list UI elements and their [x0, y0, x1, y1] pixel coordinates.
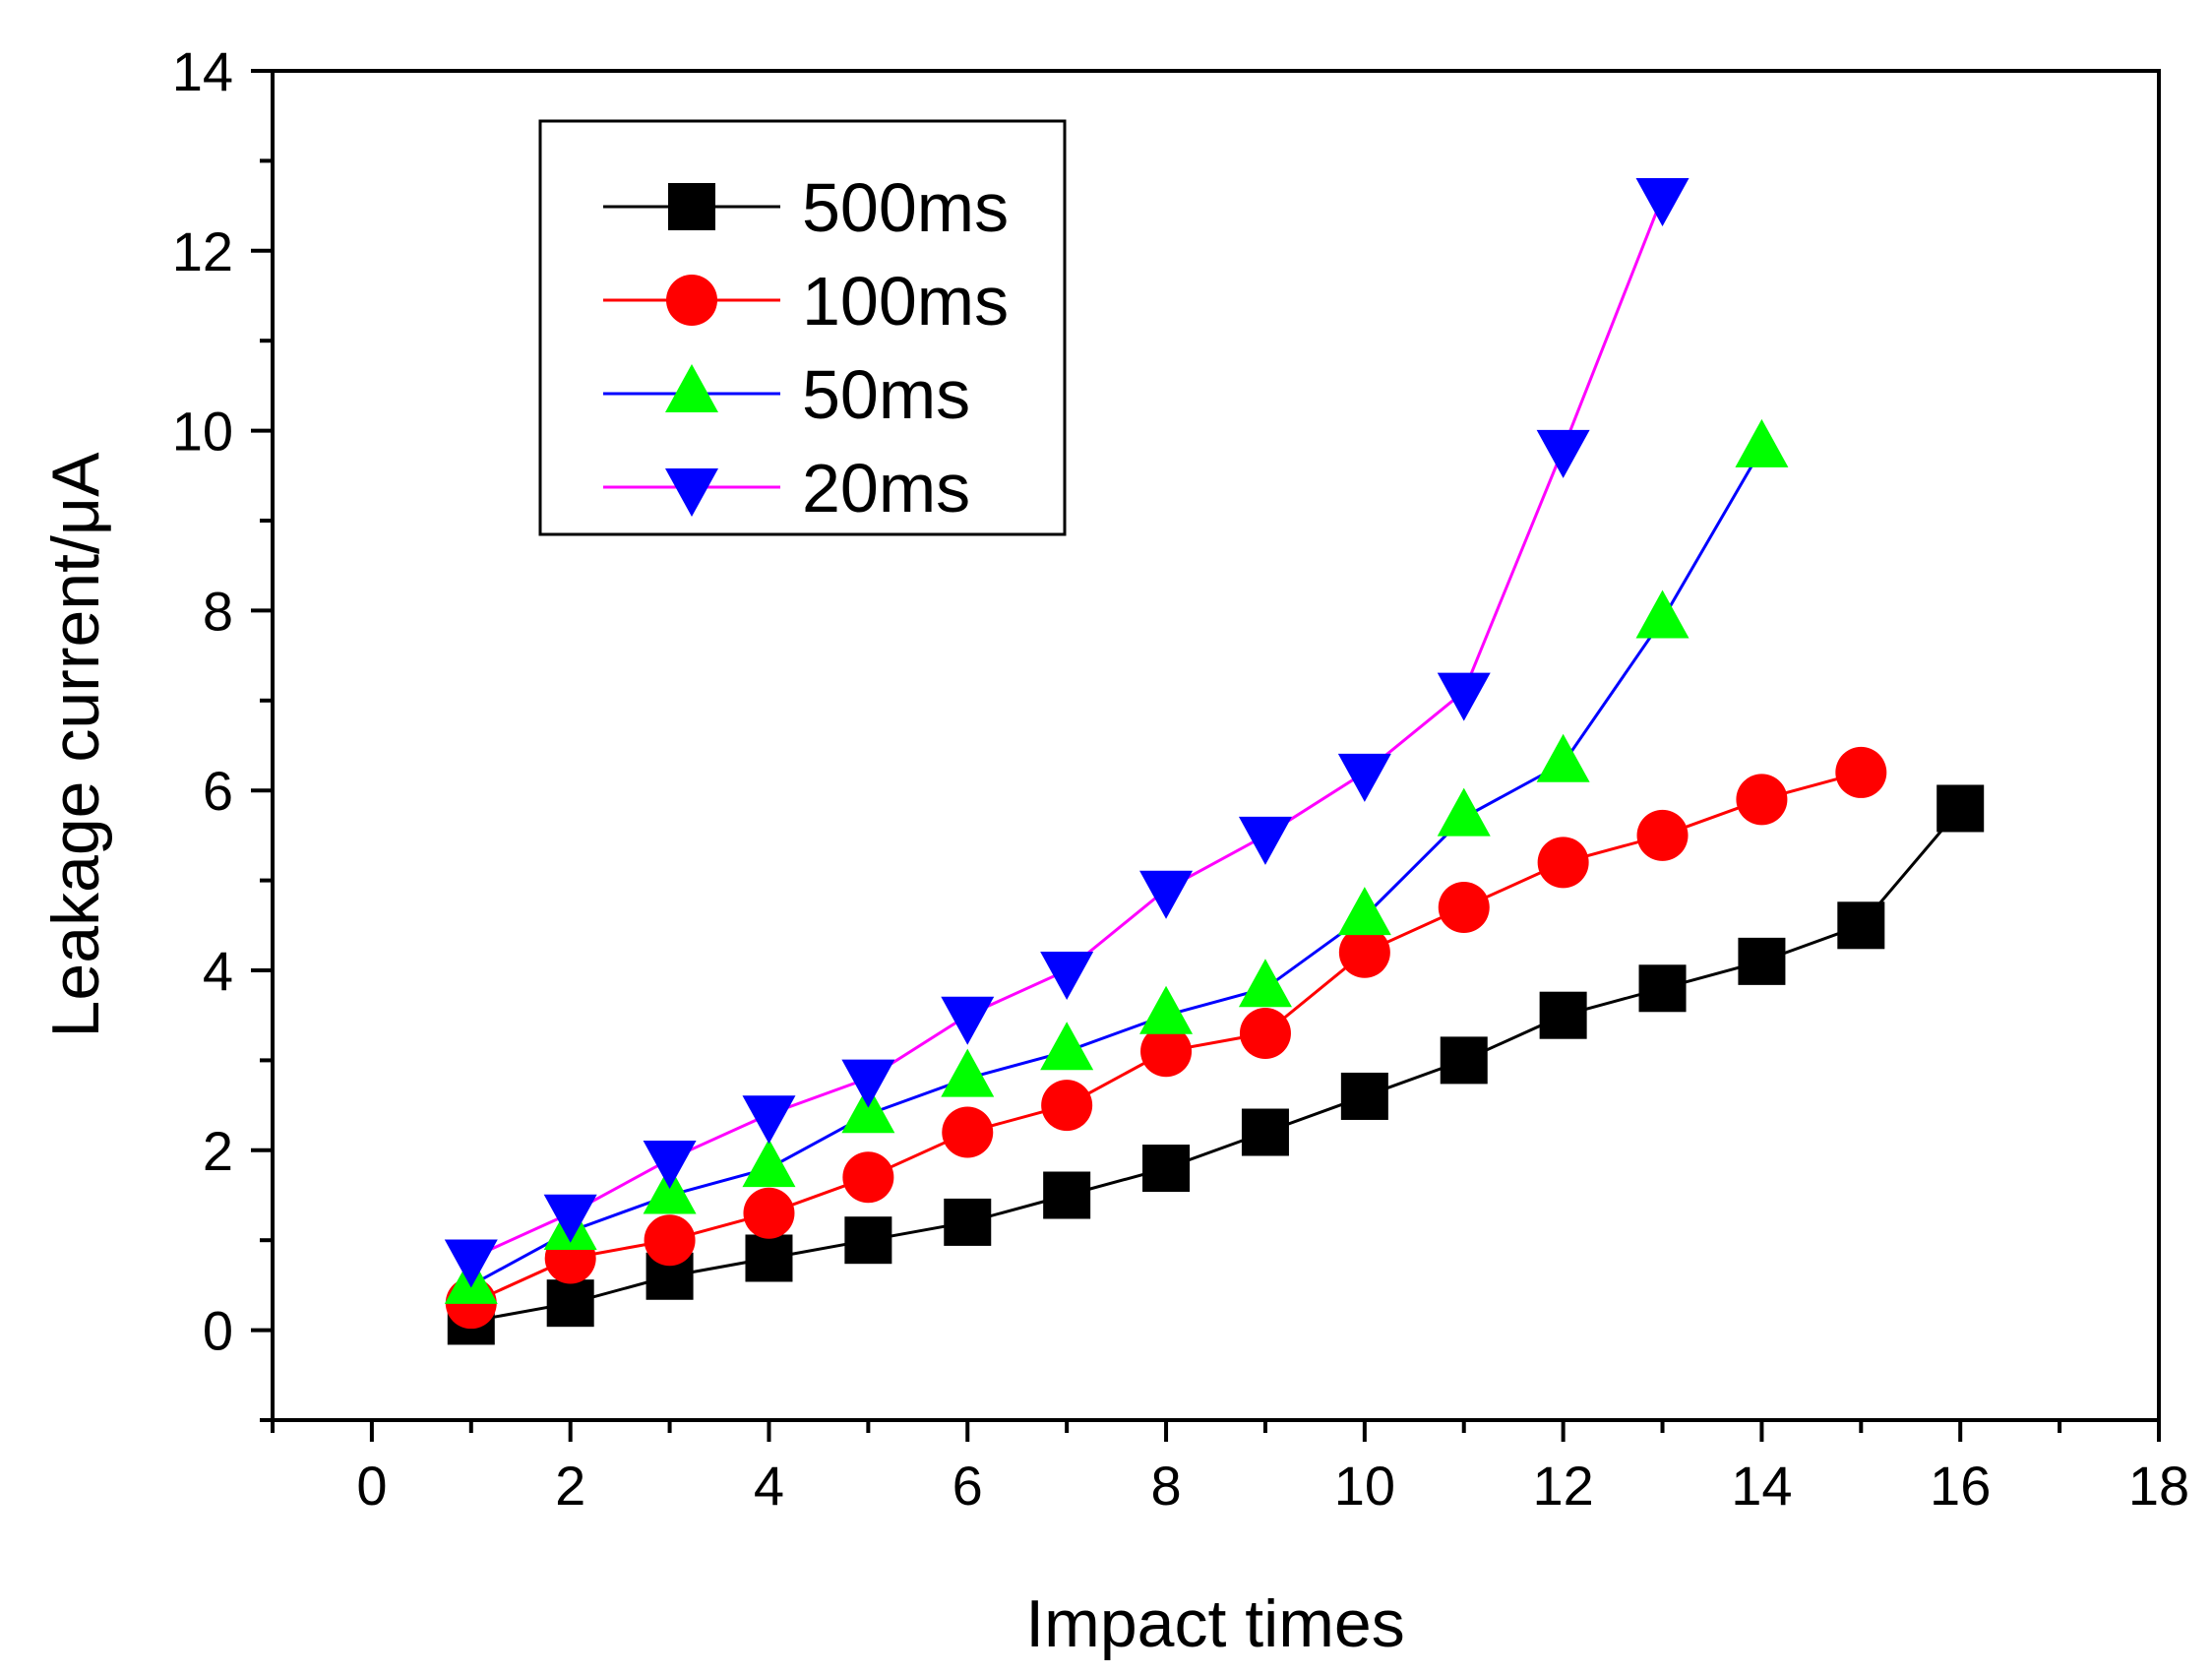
data-point-20ms: [1437, 672, 1491, 721]
data-point-20ms: [1139, 870, 1194, 919]
data-point-20ms: [444, 1239, 498, 1288]
legend-marker: [668, 183, 715, 230]
data-point-50ms: [1437, 787, 1491, 837]
y-tick-label: 10: [172, 401, 233, 463]
data-point-500ms: [844, 1216, 892, 1265]
data-point-100ms: [1438, 882, 1490, 934]
data-point-500ms: [745, 1234, 793, 1282]
x-axis-label: Impact times: [1025, 1586, 1404, 1661]
data-point-100ms: [1338, 926, 1390, 978]
data-point-100ms: [1239, 1007, 1291, 1059]
x-axis: 0 2 4 6 8 10 12 14 16 18: [271, 1420, 2189, 1517]
legend-entry-20ms: 20ms: [603, 450, 970, 527]
legend-entry-50ms: 50ms: [603, 356, 970, 433]
x-tick-label: 6: [952, 1455, 983, 1517]
data-point-100ms: [842, 1151, 894, 1204]
y-tick-label: 0: [203, 1300, 233, 1362]
y-tick-label: 12: [172, 220, 233, 282]
data-point-20ms: [742, 1095, 796, 1145]
data-point-100ms: [1736, 774, 1788, 826]
data-point-20ms: [543, 1194, 597, 1243]
data-point-50ms: [742, 1139, 796, 1188]
data-point-500ms: [1936, 784, 1985, 833]
legend-label: 500ms: [802, 169, 1009, 246]
data-point-500ms: [1241, 1108, 1289, 1156]
legend-label: 100ms: [802, 263, 1009, 340]
y-tick-label: 6: [203, 760, 233, 822]
data-point-50ms: [1040, 1022, 1094, 1071]
y-tick-label: 4: [203, 940, 233, 1002]
legend-box: [538, 119, 1067, 536]
data-point-20ms: [1536, 429, 1590, 478]
data-point-20ms: [941, 996, 995, 1045]
data-point-20ms: [1337, 753, 1391, 802]
data-point-100ms: [1041, 1080, 1093, 1132]
data-point-50ms: [1536, 733, 1590, 782]
series-layer: [444, 177, 1985, 1345]
y-axis-label: Leakage current/μA: [38, 452, 113, 1038]
data-point-20ms: [643, 1140, 697, 1189]
data-point-500ms: [1142, 1145, 1191, 1193]
data-point-500ms: [1539, 991, 1587, 1039]
data-point-500ms: [1738, 937, 1786, 985]
x-tick-label: 10: [1334, 1455, 1395, 1517]
x-tick-label: 8: [1150, 1455, 1181, 1517]
legend-marker: [665, 468, 718, 517]
data-point-500ms: [1638, 964, 1687, 1013]
data-point-500ms: [1440, 1036, 1488, 1085]
legend-marker: [666, 275, 717, 326]
data-point-50ms: [1635, 589, 1690, 639]
data-point-500ms: [546, 1279, 594, 1328]
x-tick-label: 12: [1532, 1455, 1593, 1517]
y-tick-label: 8: [203, 580, 233, 642]
x-tick-label: 0: [356, 1455, 387, 1517]
data-point-50ms: [1337, 887, 1391, 936]
data-point-500ms: [944, 1198, 992, 1246]
plot-frame: [271, 69, 2161, 1422]
series-100ms: [445, 746, 1887, 1330]
x-tick-label: 14: [1731, 1455, 1792, 1517]
data-point-100ms: [1835, 746, 1887, 798]
data-point-50ms: [1735, 418, 1789, 467]
data-point-50ms: [643, 1165, 697, 1214]
data-point-100ms: [942, 1106, 994, 1158]
series-50ms: [444, 418, 1789, 1304]
data-point-100ms: [644, 1214, 696, 1267]
x-tick-label: 4: [754, 1455, 784, 1517]
data-point-50ms: [841, 1085, 895, 1134]
y-tick-label: 2: [203, 1120, 233, 1182]
data-point-20ms: [1238, 816, 1292, 865]
data-point-500ms: [1837, 901, 1885, 950]
x-tick-label: 2: [555, 1455, 585, 1517]
legend-label: 20ms: [802, 450, 970, 527]
data-point-50ms: [941, 1048, 995, 1097]
series-line-500ms: [470, 807, 1962, 1323]
data-point-20ms: [841, 1059, 895, 1108]
data-point-100ms: [1140, 1025, 1193, 1078]
data-point-20ms: [1635, 177, 1690, 226]
data-point-500ms: [1340, 1072, 1388, 1120]
data-point-100ms: [743, 1187, 795, 1239]
legend-entry-500ms: 500ms: [603, 169, 1009, 246]
y-axis: 0 2 4 6 8 10 12 14: [172, 40, 273, 1422]
legend: 500ms 100ms 50ms 20ms: [538, 119, 1067, 536]
legend-label: 50ms: [802, 356, 970, 433]
data-point-500ms: [1043, 1171, 1091, 1219]
y-tick-label: 14: [172, 40, 233, 102]
x-tick-label: 16: [1930, 1455, 1991, 1517]
data-point-50ms: [1238, 959, 1292, 1008]
data-point-100ms: [1537, 837, 1589, 889]
legend-marker: [665, 364, 718, 412]
data-point-50ms: [1139, 985, 1194, 1034]
series-20ms: [444, 177, 1690, 1288]
legend-entry-100ms: 100ms: [603, 263, 1009, 340]
x-tick-label: 18: [2128, 1455, 2189, 1517]
data-point-100ms: [1636, 809, 1689, 861]
data-point-20ms: [1040, 952, 1094, 1000]
